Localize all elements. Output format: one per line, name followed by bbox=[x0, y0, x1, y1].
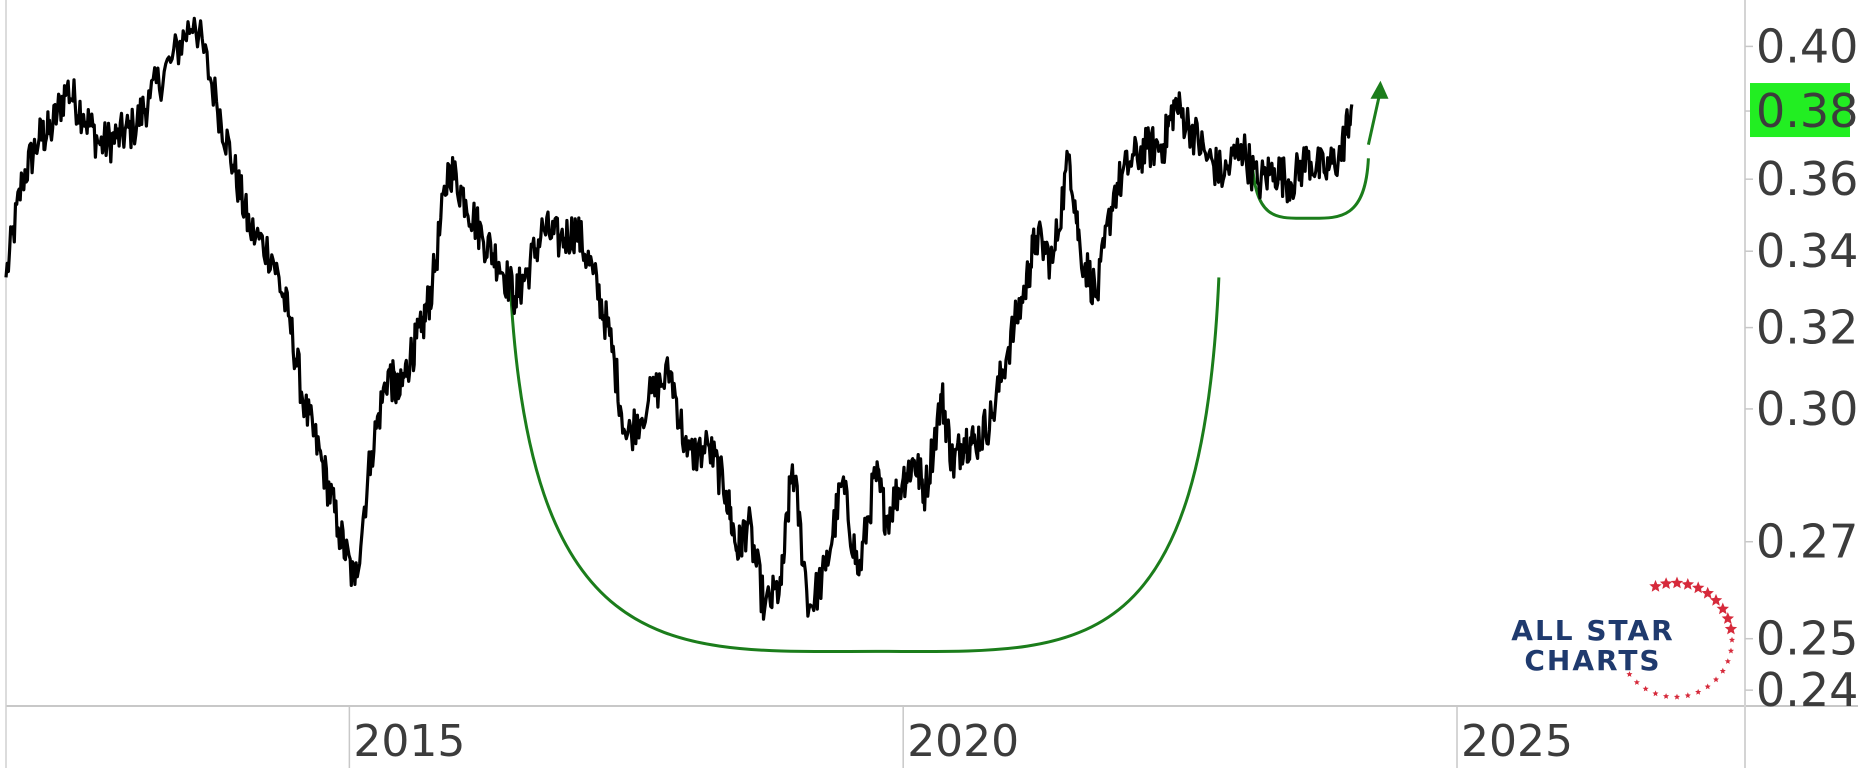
logo-star bbox=[1626, 671, 1633, 677]
logo-star bbox=[1649, 579, 1662, 592]
logo-star bbox=[1652, 690, 1659, 697]
y-tick-label: 0.30 bbox=[1756, 382, 1858, 436]
x-tick-label: 2015 bbox=[353, 716, 465, 767]
logo-star bbox=[1729, 636, 1735, 643]
logo-line-1: ALL STAR bbox=[1511, 614, 1674, 647]
y-tick-label: 0.25 bbox=[1756, 612, 1858, 666]
logo-star bbox=[1633, 679, 1640, 685]
logo-star bbox=[1716, 602, 1729, 615]
logo-star bbox=[1704, 683, 1711, 690]
y-tick-label: 0.27 bbox=[1756, 515, 1858, 569]
y-tick-label: 0.36 bbox=[1756, 152, 1858, 206]
logo-star bbox=[1724, 622, 1738, 635]
last-value-label: 0.38 bbox=[1756, 84, 1858, 138]
annotations bbox=[508, 80, 1389, 654]
logo-star bbox=[1681, 578, 1694, 590]
logo-star bbox=[1670, 576, 1684, 589]
last-value-badge-background bbox=[1750, 83, 1850, 138]
logo-star bbox=[1642, 685, 1649, 692]
logo-star bbox=[1724, 658, 1731, 664]
y-tick-label: 0.40 bbox=[1756, 19, 1858, 73]
y-tick-label: 0.32 bbox=[1756, 301, 1858, 355]
y-tick-label: 0.34 bbox=[1756, 224, 1858, 278]
breakout-arrow-shaft bbox=[1366, 94, 1381, 145]
logo-star bbox=[1659, 577, 1673, 589]
logo-star bbox=[1692, 581, 1705, 594]
logo-star bbox=[1684, 692, 1691, 699]
x-tick-label: 2025 bbox=[1461, 716, 1573, 767]
logo-star bbox=[1713, 676, 1719, 683]
logo-stars-ring bbox=[1626, 576, 1738, 700]
all-star-charts-logo: ALL STAR CHARTS bbox=[1511, 576, 1738, 700]
logo-line-2: CHARTS bbox=[1524, 644, 1661, 677]
x-tick-label: 2020 bbox=[907, 716, 1019, 767]
logo-star bbox=[1721, 612, 1734, 624]
rounding-bottom-arc bbox=[508, 277, 1221, 654]
last-value-badge: 0.38 bbox=[1750, 83, 1858, 138]
y-tick-label: 0.24 bbox=[1756, 663, 1858, 717]
logo-star bbox=[1701, 586, 1714, 599]
rounding-bottom-arc bbox=[1250, 158, 1370, 220]
logo-star bbox=[1695, 688, 1702, 695]
series bbox=[4, 16, 1354, 621]
breakout-arrow-head bbox=[1370, 80, 1389, 99]
x-axis-ticks: 2015 2020 2025 bbox=[348, 706, 1573, 768]
price-series-line bbox=[4, 16, 1354, 621]
logo-star bbox=[1719, 667, 1726, 674]
logo-star bbox=[1673, 693, 1680, 700]
logo-star bbox=[1709, 593, 1723, 606]
logo-star bbox=[1663, 693, 1670, 699]
logo-star bbox=[1727, 647, 1734, 654]
